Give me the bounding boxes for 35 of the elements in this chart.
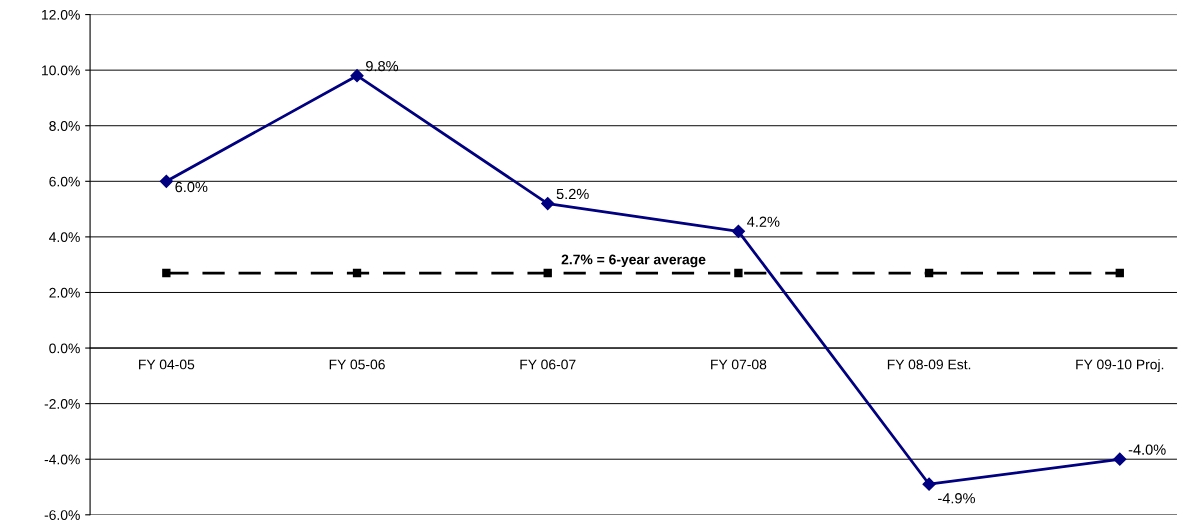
y-tick-label: 12.0% [42, 9, 80, 20]
x-tick-label: FY 07-08 [711, 359, 767, 370]
x-tick-label: FY 04-05 [139, 359, 195, 370]
data-label: 5.2% [556, 188, 589, 200]
y-tick-label: 8.0% [49, 121, 80, 131]
point [541, 196, 555, 211]
y-tick-label: 0.0% [49, 343, 80, 354]
point [543, 268, 552, 278]
point [162, 268, 171, 278]
data-label: 9.8% [366, 60, 399, 72]
y-tick-label: 2.0% [49, 287, 80, 298]
y-tick-label: 6.0% [49, 176, 80, 187]
data-label: 4.2% [747, 216, 780, 227]
y-tick-label: -4.0% [44, 454, 80, 465]
x-tick-label: FY 09-10 Proj. [1076, 359, 1164, 373]
x-tick-label: FY 08-09 Est. [887, 359, 971, 370]
point [731, 224, 745, 238]
point [734, 268, 743, 278]
point [352, 268, 362, 278]
point [922, 477, 936, 491]
annotation: 2.7% = 6-year average [561, 254, 706, 268]
x-tick-label: FY 06-07 [520, 359, 576, 370]
point [159, 174, 173, 188]
y-tick-label: -2.0% [44, 398, 80, 409]
point [1113, 452, 1127, 466]
point [350, 69, 364, 83]
x-tick-label: FY 05-06 [329, 359, 385, 370]
data-label: -4.9% [938, 493, 975, 504]
point [1115, 268, 1124, 278]
y-tick-label: 10.0% [42, 65, 80, 76]
y-tick-label: -6.0% [44, 510, 80, 520]
data-label: -4.0% [1128, 444, 1166, 455]
y-tick-label: 4.0% [49, 232, 80, 243]
data-label: 6.0% [175, 181, 208, 193]
point [924, 268, 934, 278]
